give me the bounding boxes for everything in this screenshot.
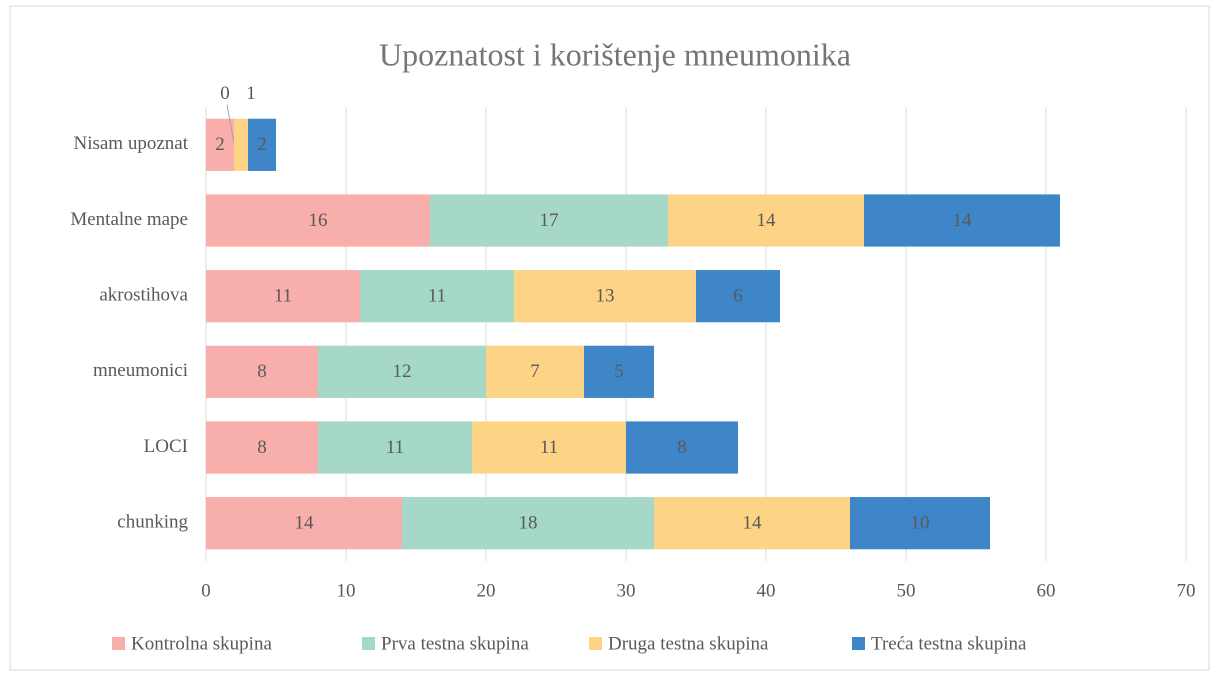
data-label: 12 xyxy=(393,361,412,382)
bar-segment xyxy=(206,345,318,398)
x-tick-label: 0 xyxy=(201,580,211,601)
legend-swatch xyxy=(362,637,375,650)
chart-border xyxy=(9,5,1210,671)
bar-segment xyxy=(206,497,402,550)
data-label: 8 xyxy=(677,437,687,458)
bar-segment xyxy=(206,270,360,323)
legend-label: Treća testna skupina xyxy=(871,633,1027,654)
data-label: 8 xyxy=(257,361,267,382)
data-label: 7 xyxy=(530,361,540,382)
data-label: 11 xyxy=(540,437,558,458)
data-label: 18 xyxy=(519,513,538,534)
y-tick-label: mneumonici xyxy=(93,360,188,381)
bar-segment xyxy=(234,118,248,171)
bar-segment xyxy=(206,194,430,247)
bar-segment xyxy=(584,345,654,398)
y-tick-label: akrostihova xyxy=(99,285,188,306)
x-tick-label: 70 xyxy=(1177,580,1196,601)
data-label: 5 xyxy=(614,361,624,382)
bar-segment xyxy=(206,421,318,474)
x-tick-label: 20 xyxy=(477,580,496,601)
legend-label: Druga testna skupina xyxy=(608,633,769,654)
x-tick-label: 40 xyxy=(757,580,776,601)
data-label: 2 xyxy=(215,134,225,155)
data-label: 14 xyxy=(743,513,763,534)
data-label: 11 xyxy=(428,286,446,307)
legend-swatch xyxy=(589,637,602,650)
bar-segment xyxy=(472,421,626,474)
data-label: 8 xyxy=(257,437,267,458)
bar-segment xyxy=(486,345,584,398)
data-label: 11 xyxy=(274,286,292,307)
bar-segment xyxy=(514,270,696,323)
bar-segment xyxy=(206,118,234,171)
bar-segment xyxy=(626,421,738,474)
bar-segment xyxy=(402,497,654,550)
y-tick-label: Mentalne mape xyxy=(70,209,188,230)
data-label: 0 xyxy=(220,83,230,104)
legend-label: Prva testna skupina xyxy=(381,633,529,654)
y-tick-label: LOCI xyxy=(144,436,188,457)
bar-segment xyxy=(318,421,472,474)
bar-segment xyxy=(654,497,850,550)
data-label: 14 xyxy=(757,210,777,231)
bar-segment xyxy=(668,194,864,247)
x-tick-label: 10 xyxy=(337,580,356,601)
y-tick-label: Nisam upoznat xyxy=(73,133,188,154)
bar-segment xyxy=(318,345,486,398)
legend-swatch xyxy=(852,637,865,650)
data-label: 10 xyxy=(911,513,930,534)
bar-segment xyxy=(248,118,276,171)
legend-label: Kontrolna skupina xyxy=(131,633,272,654)
bar-segment xyxy=(850,497,990,550)
data-label: 2 xyxy=(257,134,267,155)
x-tick-label: 30 xyxy=(617,580,636,601)
x-tick-label: 50 xyxy=(897,580,916,601)
data-label: 14 xyxy=(295,513,315,534)
data-label: 14 xyxy=(953,210,973,231)
bar-segment xyxy=(696,270,780,323)
data-label: 17 xyxy=(540,210,559,231)
bar-segment xyxy=(430,194,668,247)
data-label: 13 xyxy=(596,286,615,307)
y-tick-label: chunking xyxy=(117,512,188,533)
legend-swatch xyxy=(112,637,125,650)
bar-segment xyxy=(360,270,514,323)
leader-line xyxy=(226,104,235,143)
data-label: 6 xyxy=(733,286,743,307)
data-label: 1 xyxy=(246,83,256,104)
x-tick-label: 60 xyxy=(1037,580,1056,601)
data-label: 11 xyxy=(386,437,404,458)
data-label: 16 xyxy=(309,210,328,231)
chart-title: Upoznatost i korištenje mneumonika xyxy=(379,36,851,72)
bar-segment xyxy=(864,194,1060,247)
